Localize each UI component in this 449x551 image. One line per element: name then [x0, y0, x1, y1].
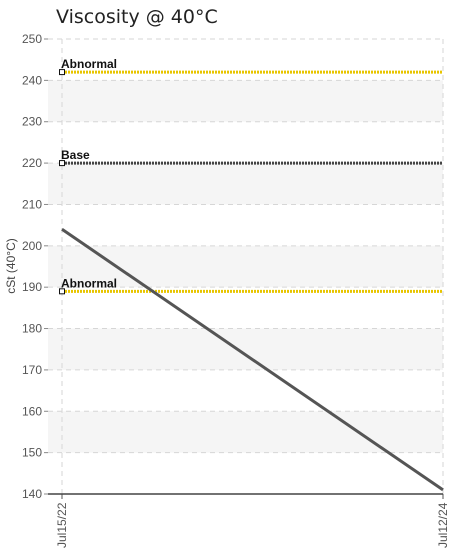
x-tick-label: Jul12/24: [436, 502, 449, 548]
y-tick-label: 160: [22, 404, 42, 418]
background-bands: [48, 80, 443, 453]
y-tick-label: 150: [22, 446, 42, 460]
reference-label: Base: [61, 148, 90, 162]
x-tick-label: Jul15/22: [55, 502, 69, 548]
background-band: [48, 411, 443, 453]
y-tick-label: 210: [22, 197, 42, 211]
y-tick-label: 200: [22, 239, 42, 253]
y-tick-label: 240: [22, 73, 42, 87]
chart-title: Viscosity @ 40°C: [56, 6, 218, 28]
y-tick-label: 190: [22, 280, 42, 294]
y-tick-label: 220: [22, 156, 42, 170]
reference-lines: Abnormal Base Abnormal: [59, 57, 443, 295]
gridlines: [48, 38, 444, 494]
reference-marker: [59, 69, 65, 76]
reference-marker: [59, 160, 65, 167]
y-tick-label: 170: [22, 363, 42, 377]
y-tick-label: 140: [22, 487, 42, 501]
series-line: [61, 228, 444, 492]
reference-marker: [59, 288, 65, 295]
background-band: [48, 80, 443, 122]
x-axis-ticks: Jul15/22 Jul12/24: [55, 494, 449, 548]
reference-label: Abnormal: [61, 57, 117, 71]
background-band: [48, 163, 443, 205]
reference-label: Abnormal: [61, 276, 117, 290]
y-axis-label: cSt (40°C): [4, 238, 18, 293]
background-band: [48, 328, 443, 370]
y-tick-label: 230: [22, 115, 42, 129]
data-series: [61, 228, 444, 492]
y-axis-ticks: 140 150 160 170 180 190 200 210 220 230 240 250: [22, 32, 48, 501]
y-tick-label: 250: [22, 32, 42, 46]
y-tick-label: 180: [22, 322, 42, 336]
